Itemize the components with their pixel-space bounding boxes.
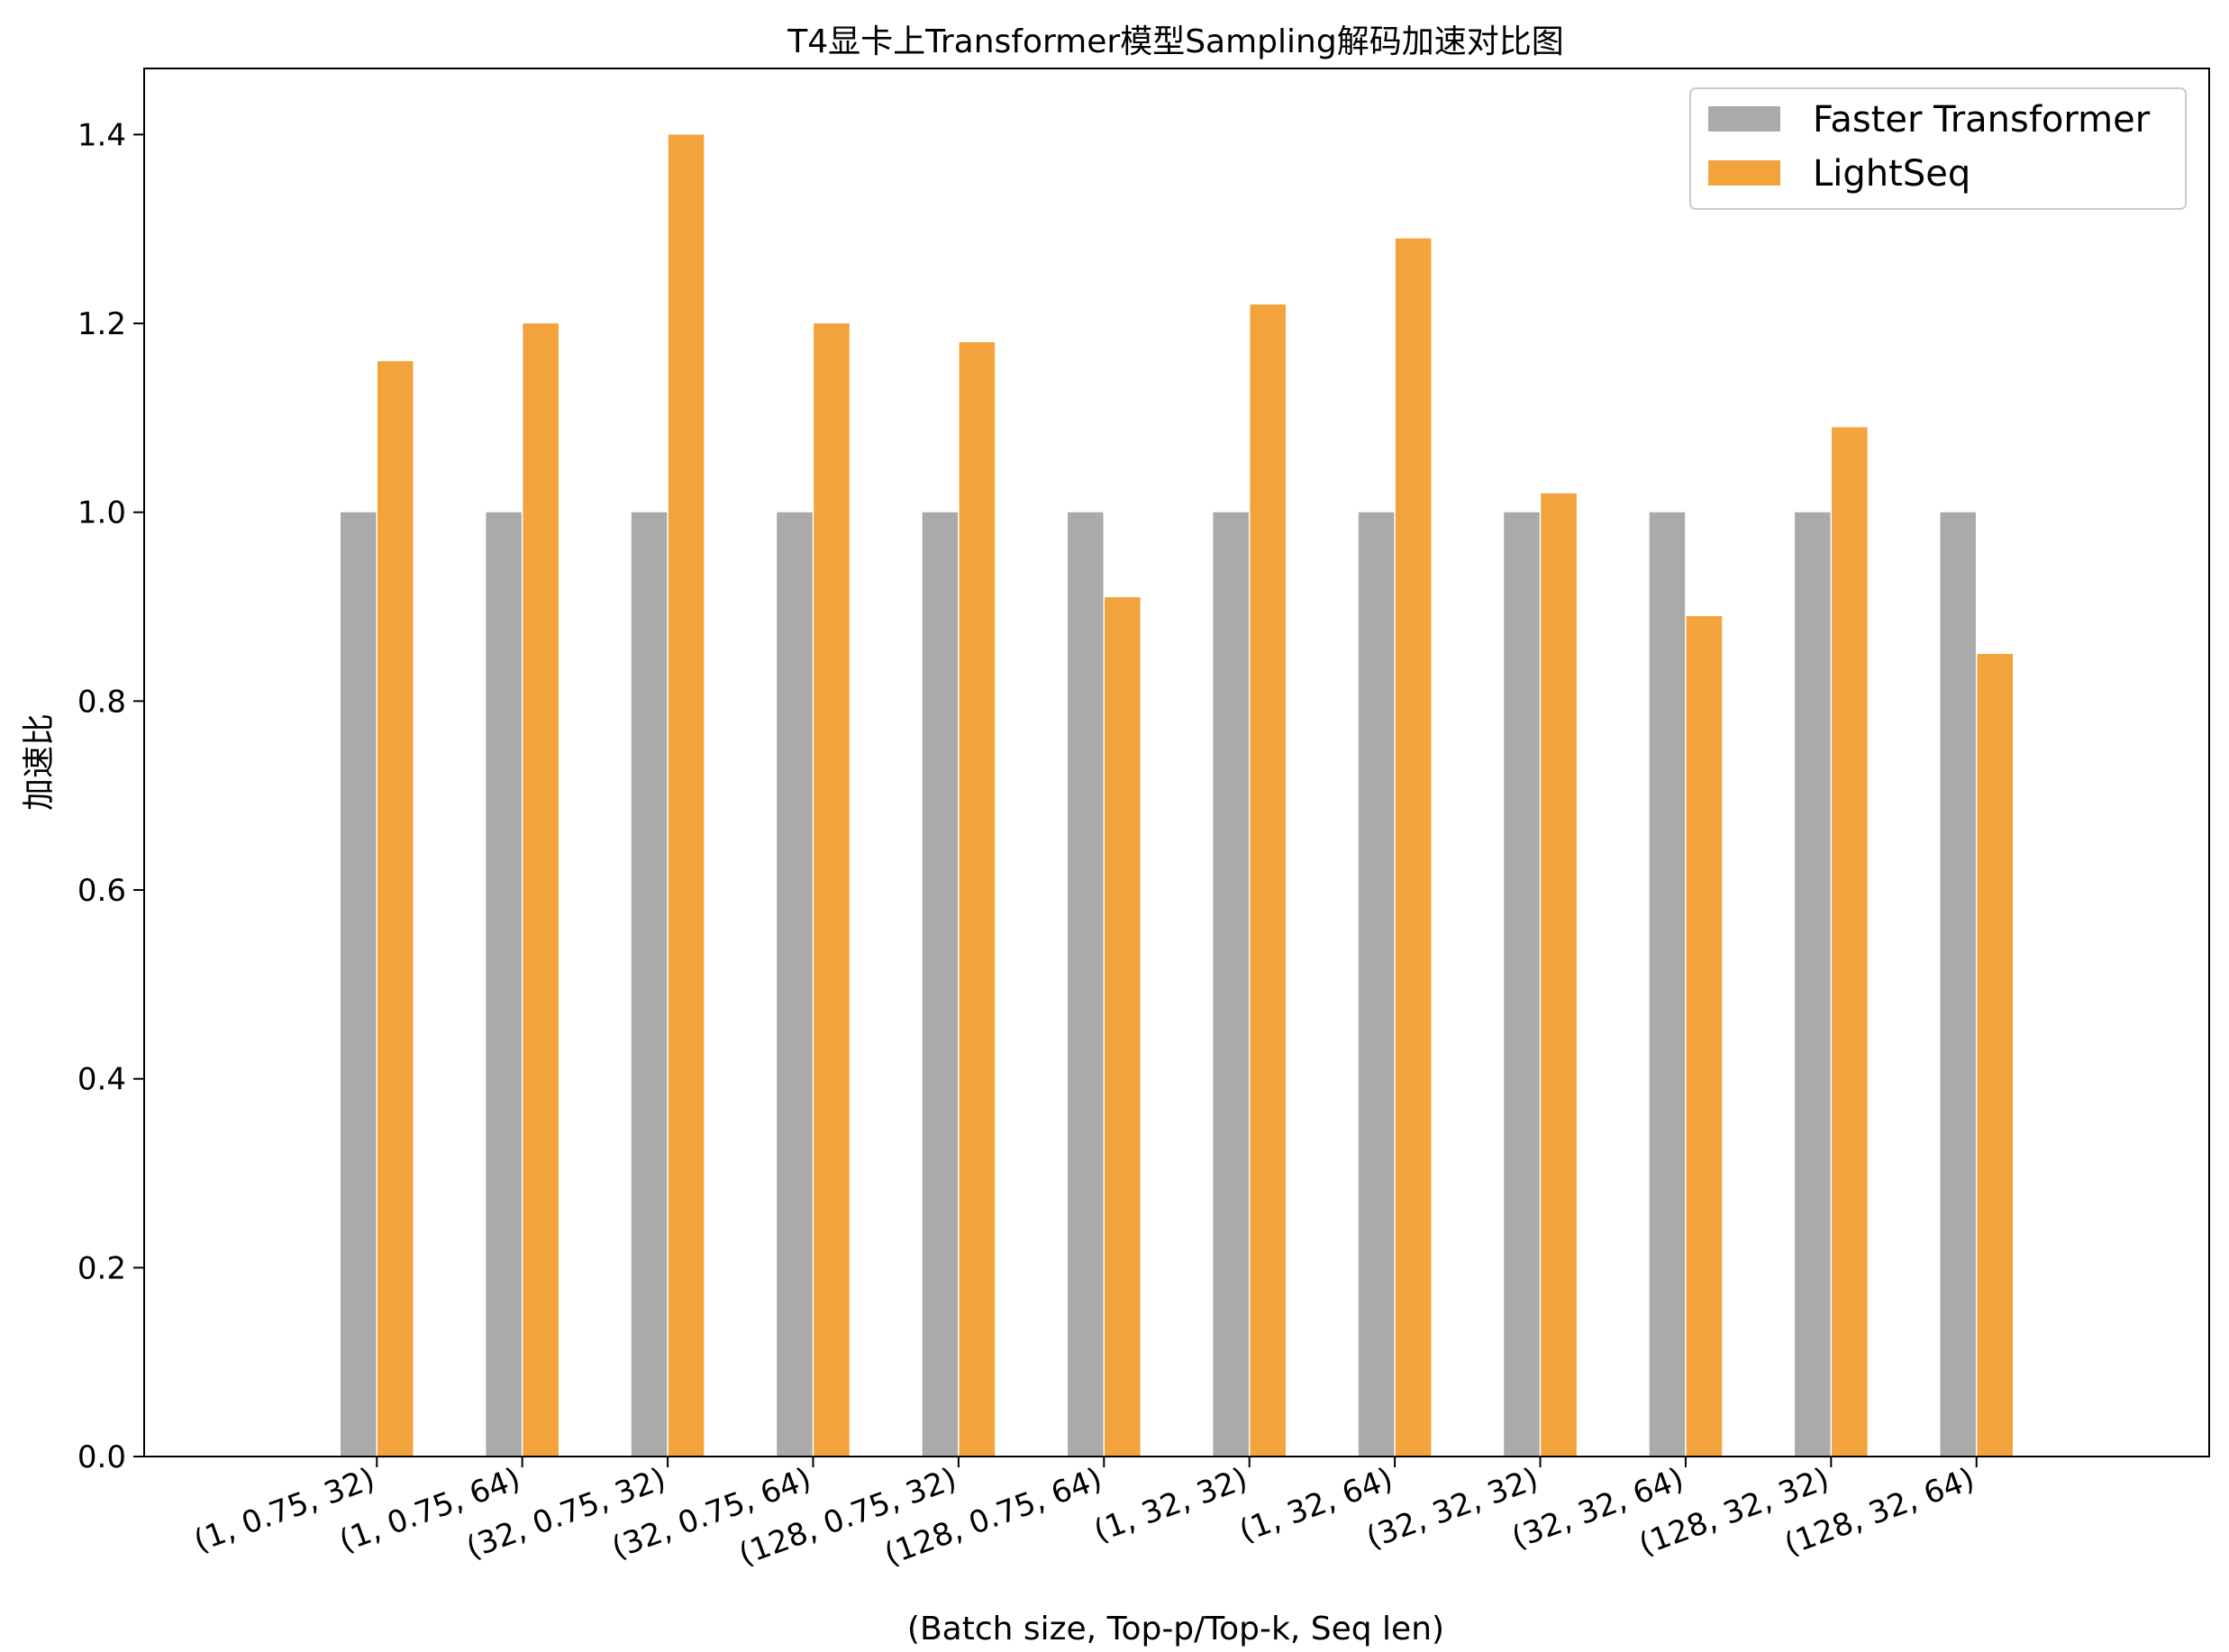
bar-lightseq <box>1105 597 1141 1457</box>
legend: Faster Transformer LightSeq <box>1689 87 2187 210</box>
y-tick-label: 1.4 <box>77 117 126 153</box>
bars-group <box>340 134 2014 1457</box>
plot-frame <box>143 68 2210 1457</box>
bar-faster-transformer <box>340 512 377 1457</box>
bar-faster-transformer <box>777 512 813 1457</box>
bar-lightseq <box>1250 304 1286 1457</box>
y-tick-label: 0.4 <box>77 1062 126 1098</box>
y-axis-label: 加速比 <box>21 713 58 811</box>
y-tick-label: 1.2 <box>77 306 126 342</box>
y-tick-label: 0.0 <box>77 1439 126 1475</box>
bar-lightseq <box>1541 493 1577 1457</box>
bar-faster-transformer <box>1358 512 1395 1457</box>
legend-frame <box>1689 87 2187 210</box>
bar-faster-transformer <box>486 512 522 1457</box>
chart-title: T4显卡上Transformer模型Sampling解码加速对比图 <box>787 23 1563 60</box>
bar-lightseq <box>668 134 705 1457</box>
x-tick-label: (1, 32, 32) <box>1089 1461 1252 1549</box>
bar-faster-transformer <box>1940 512 1976 1457</box>
x-axis: (1, 0.75, 32)(1, 0.75, 64)(32, 0.75, 32)… <box>189 1457 1979 1573</box>
bar-lightseq <box>1832 427 1868 1457</box>
legend-label-lightseq: LightSeq <box>1813 153 1970 195</box>
legend-swatch-lightseq <box>1708 160 1780 186</box>
bar-faster-transformer <box>631 512 668 1457</box>
bar-lightseq <box>1686 616 1723 1457</box>
bar-lightseq <box>814 323 850 1457</box>
y-tick-label: 0.8 <box>77 684 126 720</box>
bar-faster-transformer <box>1795 512 1831 1457</box>
bar-lightseq <box>1395 238 1432 1457</box>
bar-faster-transformer <box>1068 512 1104 1457</box>
bar-faster-transformer <box>1649 512 1686 1457</box>
bar-faster-transformer <box>922 512 959 1457</box>
bar-lightseq <box>959 342 996 1457</box>
bar-faster-transformer <box>1504 512 1540 1457</box>
legend-label-faster-transformer: Faster Transformer <box>1813 99 2151 141</box>
x-axis-label: (Batch size, Top-p/Top-k, Seq len) <box>907 1611 1444 1647</box>
legend-swatch-faster-transformer <box>1708 106 1780 132</box>
y-tick-label: 0.2 <box>77 1250 126 1286</box>
y-tick-label: 0.6 <box>77 873 126 909</box>
bar-lightseq <box>1977 653 2014 1457</box>
y-axis: 0.0 0.2 0.4 0.6 0.8 1.0 1.2 1.4 <box>77 117 144 1475</box>
y-tick-label: 1.0 <box>77 495 126 531</box>
bar-faster-transformer <box>1213 512 1249 1457</box>
bar-lightseq <box>523 323 559 1457</box>
bar-lightseq <box>378 360 414 1457</box>
